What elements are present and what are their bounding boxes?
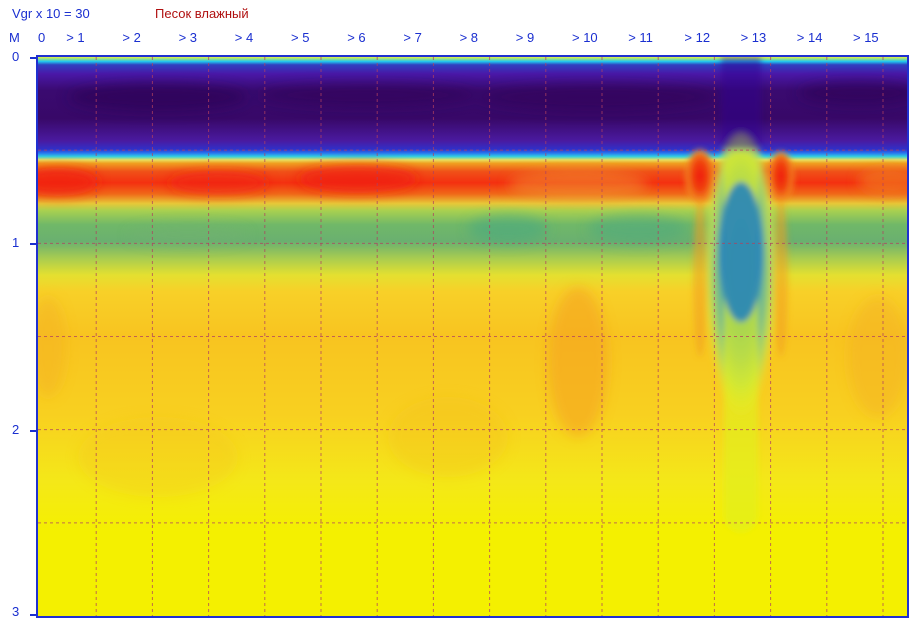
x-tick-label: > 2 bbox=[122, 30, 141, 45]
y-tick-label: 2 bbox=[12, 421, 20, 437]
x-tick-label: > 9 bbox=[515, 30, 535, 45]
x-tick-label: > 3 bbox=[178, 30, 198, 45]
y-tick-label: 1 bbox=[12, 235, 20, 251]
velocity-label: Vgr x 10 = 30 bbox=[12, 6, 90, 21]
y-tick-mark bbox=[30, 614, 36, 616]
y-tick-mark bbox=[30, 243, 36, 246]
x-tick-label: > 13 bbox=[740, 30, 767, 45]
layer-texture bbox=[38, 81, 907, 497]
x-tick-label: > 14 bbox=[796, 30, 823, 45]
y-tick-mark bbox=[30, 429, 36, 432]
x-tick-label: > 12 bbox=[684, 30, 711, 45]
x-tick-label: 0 bbox=[38, 30, 46, 45]
heatmap-plot[interactable] bbox=[36, 55, 909, 618]
x-tick-label: > 10 bbox=[572, 30, 598, 45]
x-tick-label: > 5 bbox=[291, 30, 310, 45]
x-tick-label: > 15 bbox=[853, 30, 879, 45]
heatmap-svg bbox=[38, 57, 907, 616]
y-tick-mark bbox=[30, 57, 36, 59]
y-tick-label: 0 bbox=[12, 49, 20, 64]
y-tick-label: 3 bbox=[12, 604, 20, 619]
anomaly-zone bbox=[684, 57, 795, 532]
x-tick-label: > 4 bbox=[234, 30, 254, 45]
x-tick-label: > 7 bbox=[403, 30, 422, 45]
x-axis-unit-label: M bbox=[9, 30, 20, 45]
soil-type-label: Песок влажный bbox=[155, 6, 249, 21]
x-tick-label: > 8 bbox=[459, 30, 479, 45]
x-tick-label: > 11 bbox=[628, 30, 653, 45]
x-tick-label: > 1 bbox=[66, 30, 85, 45]
x-tick-label: > 6 bbox=[347, 30, 366, 45]
grid-lines bbox=[38, 57, 907, 616]
